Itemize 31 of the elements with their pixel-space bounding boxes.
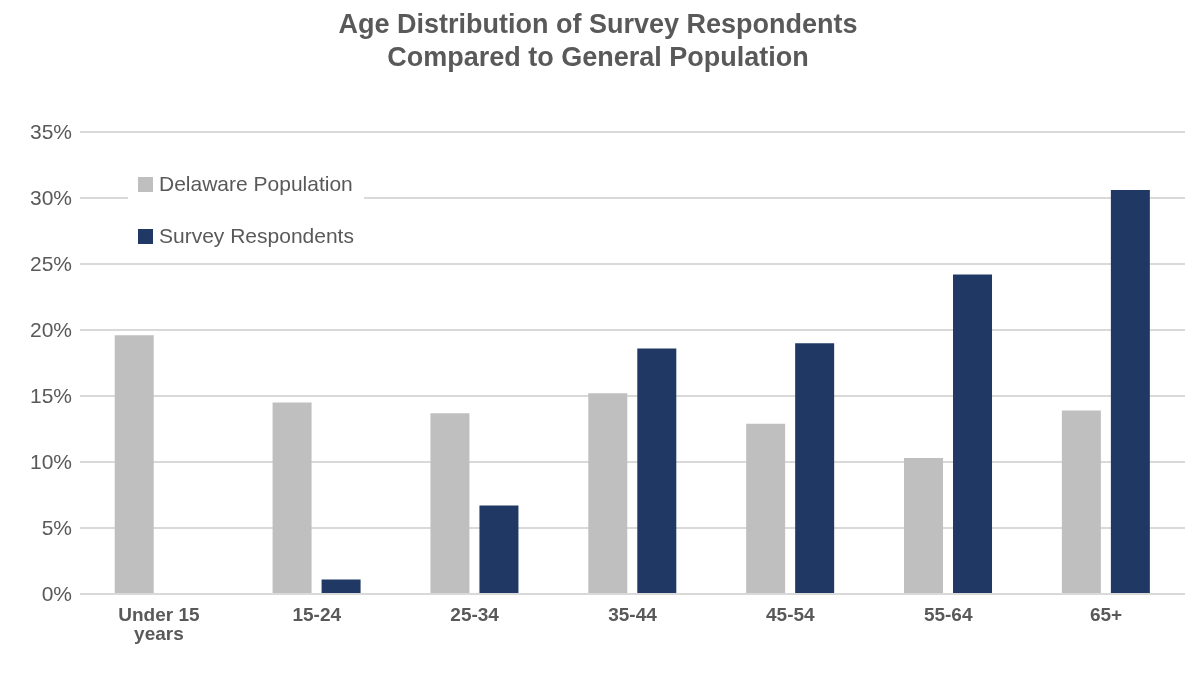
legend-label: Survey Respondents [159,224,354,248]
bar [114,335,154,594]
x-tick-label: 15-24 [292,604,342,626]
y-tick-label: 5% [41,516,72,540]
x-tick-label: 55-64 [923,604,973,626]
y-tick-label: 0% [41,582,72,606]
y-tick-label: 20% [29,318,72,342]
chart-title: Age Distribution of Survey Respondents Compared to General Population [337,8,859,74]
x-tick-label: 25-34 [450,604,500,626]
bar [904,458,944,594]
x-tick-label: 65+ [1089,604,1123,626]
y-tick-label: 30% [29,186,72,210]
y-tick-label: 35% [29,120,72,144]
x-tick-label: 35-44 [608,604,658,626]
bar [746,423,786,594]
bar [321,579,361,594]
x-tick-label: Under 15 years [118,604,201,645]
bar [953,274,993,594]
bar [795,343,835,594]
y-tick-label: 25% [29,252,72,276]
y-tick-label: 15% [29,384,72,408]
x-tick-label: 45-54 [766,604,816,626]
bar [430,413,470,594]
bar [479,505,519,594]
bar [588,393,628,594]
y-tick-label: 10% [29,450,72,474]
bar [1061,410,1101,594]
bar [637,348,677,594]
bar [272,402,312,594]
legend-label: Delaware Population [159,172,353,196]
bar [1110,190,1150,594]
